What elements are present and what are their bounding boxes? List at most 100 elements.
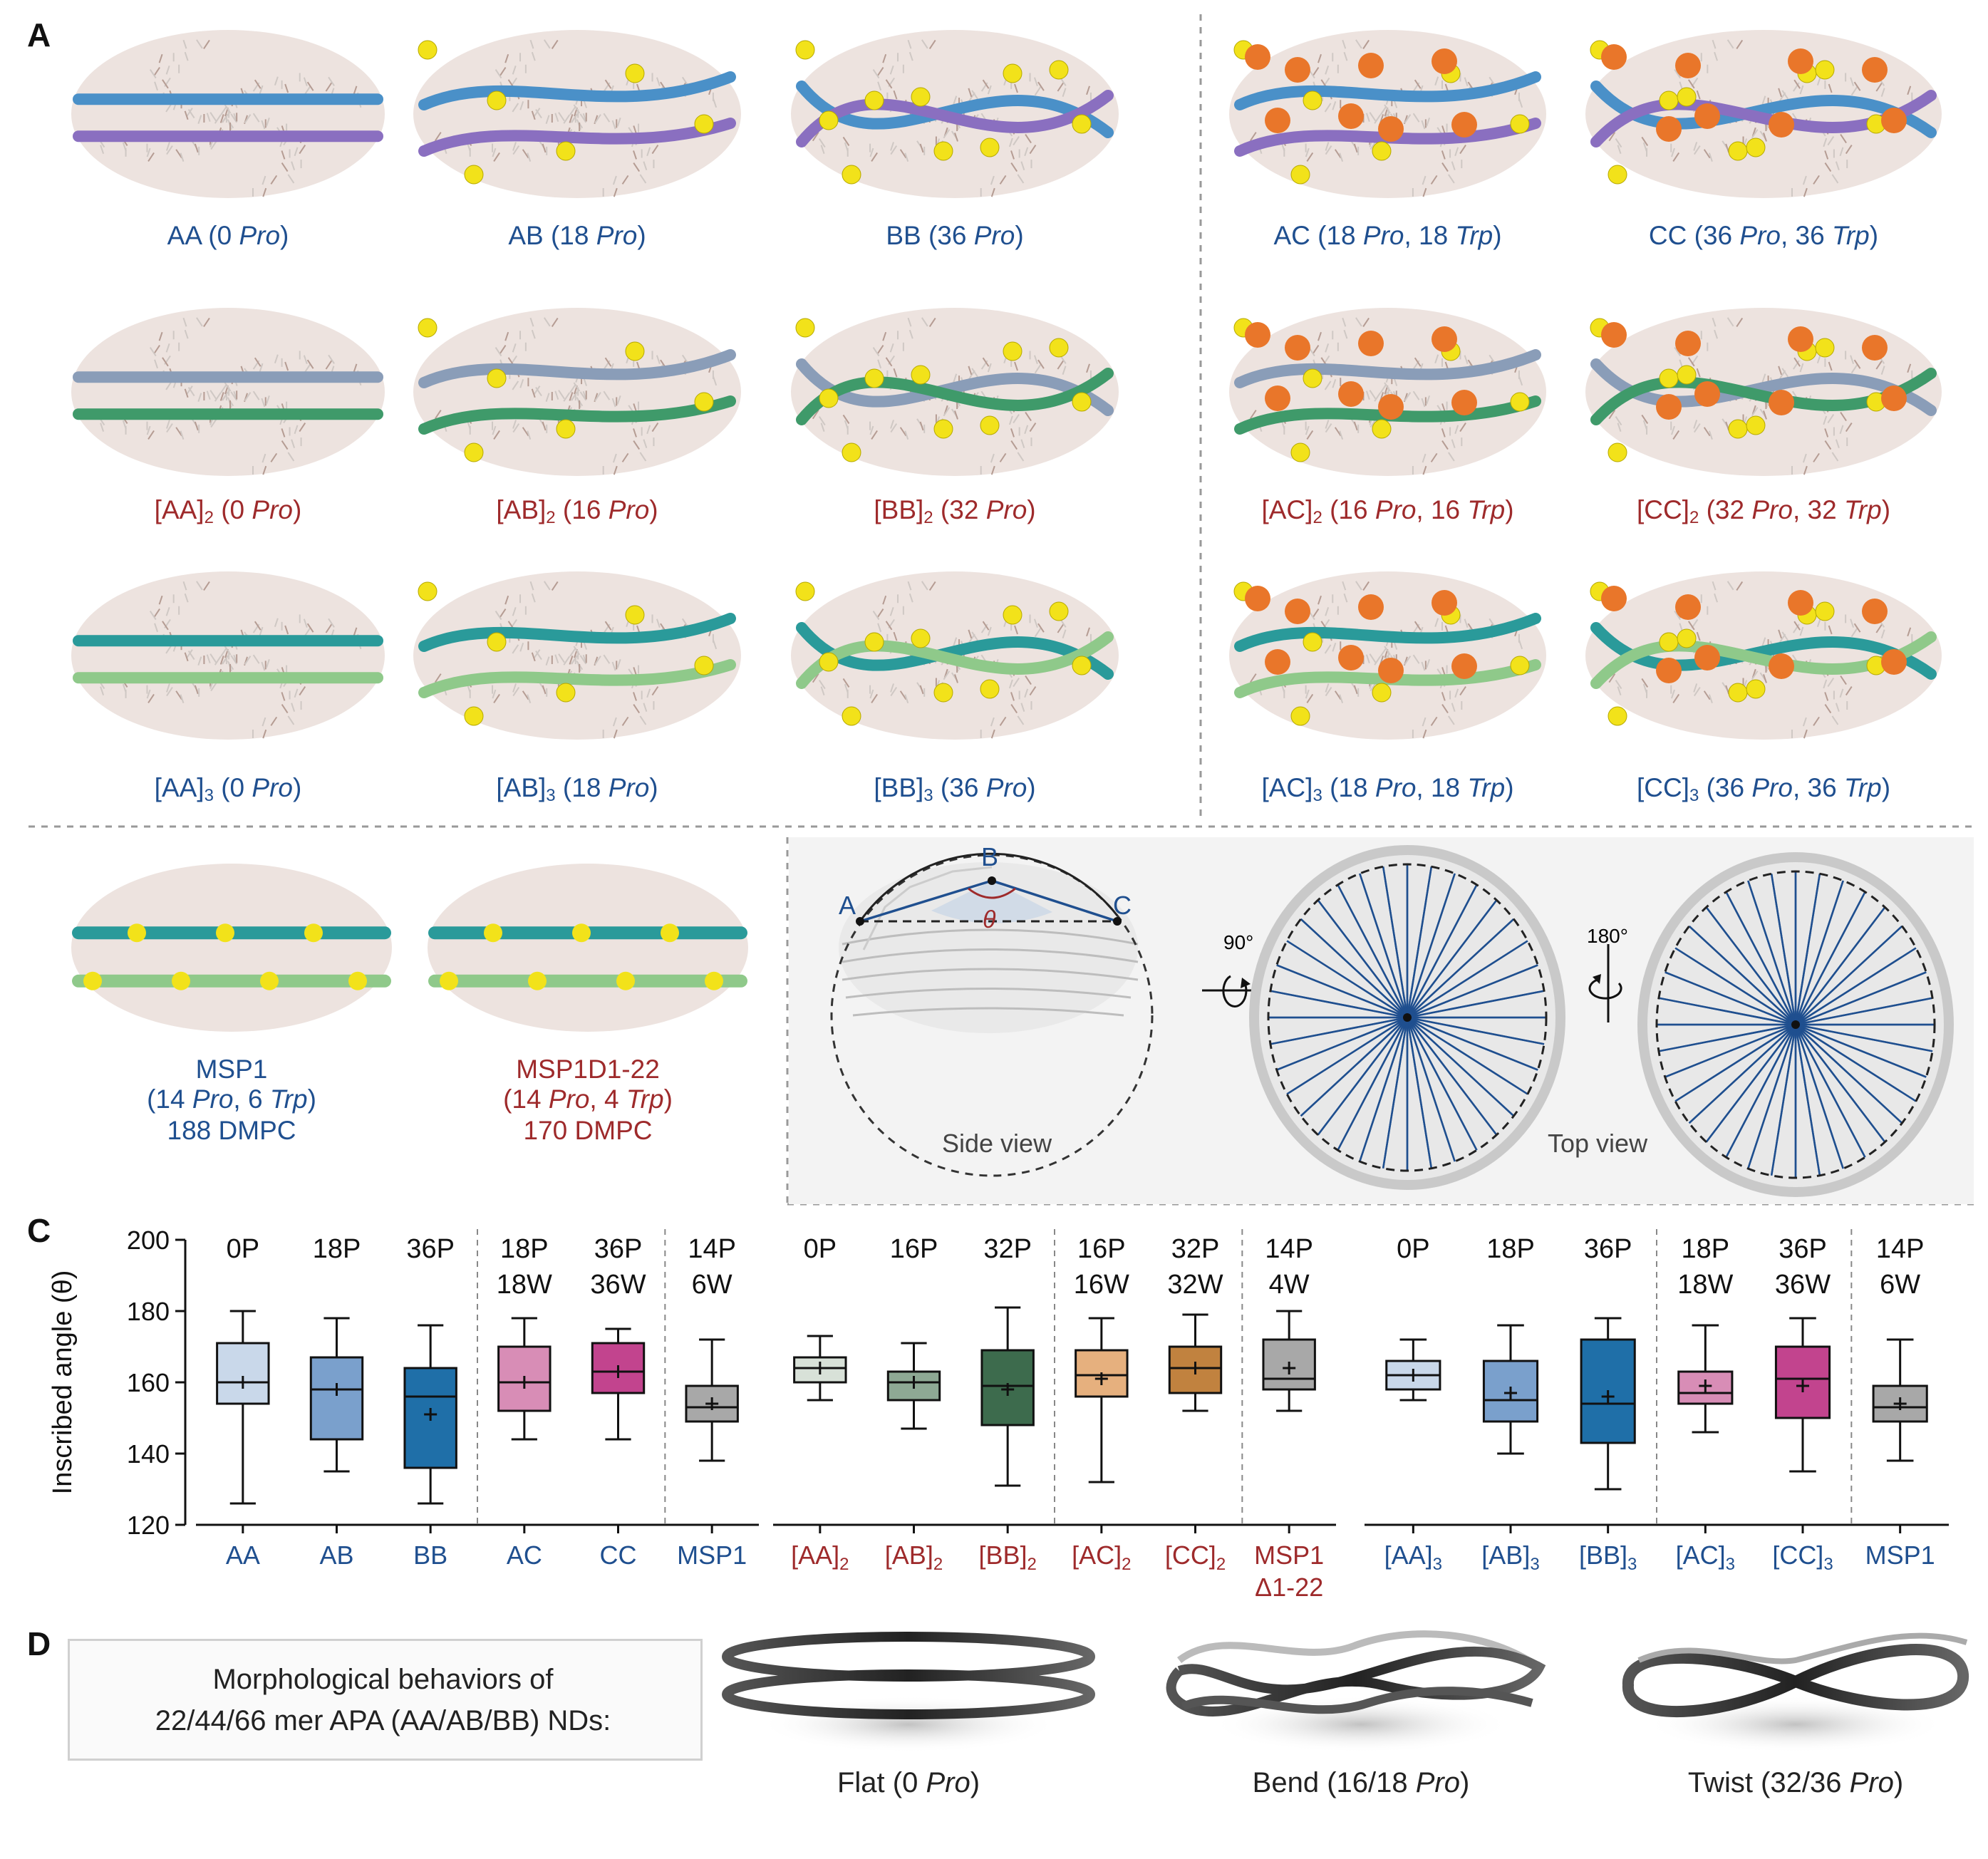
structure-name: [AC] — [1261, 495, 1313, 524]
bend-label: Bend (16/18 Pro) — [1253, 1767, 1470, 1798]
box-annotation: 36P — [594, 1234, 643, 1264]
box-AA — [216, 1342, 270, 1405]
nanodisc-render-7 — [413, 308, 741, 476]
nanodisc-render-4 — [1229, 30, 1546, 198]
structure-name: [AA] — [154, 773, 205, 802]
structure-subscript: 3 — [546, 786, 556, 805]
structure-detail: (36 Pro, 36 Trp) — [1687, 221, 1879, 250]
structure-detail: (18 Pro) — [555, 773, 658, 802]
structure-caption-8: [BB]2 (32 Pro) — [784, 495, 1126, 528]
x-tick-label: AC — [507, 1540, 542, 1570]
box-annotation: 18W — [497, 1270, 552, 1300]
x-tick-label: AB — [319, 1540, 353, 1570]
side-view-nanodisc — [830, 852, 1154, 1177]
y-tick-label: 180 — [127, 1297, 170, 1326]
flat-ring-icon — [722, 1632, 1095, 1753]
flat-label: Flat (0 Pro) — [837, 1767, 980, 1798]
box-annotation: 0P — [227, 1234, 259, 1264]
msp-caption-line1: MSP1 — [195, 1055, 268, 1084]
box-annotation: 18P — [313, 1234, 361, 1264]
y-tick-label: 120 — [127, 1511, 170, 1540]
structure-name: [CC] — [1636, 495, 1689, 524]
box-annotation: 18W — [1677, 1270, 1733, 1300]
box-annotation: 36W — [1775, 1270, 1831, 1300]
nanodisc-render-8 — [791, 308, 1119, 476]
structure-name: [AB] — [496, 495, 547, 524]
y-tick-label: 200 — [127, 1226, 170, 1255]
structure-caption-2: AB (18 Pro) — [406, 221, 748, 251]
structure-detail: (36 Pro) — [921, 221, 1024, 250]
x-tick-label: CC — [600, 1540, 637, 1570]
box-annotation: 6W — [1880, 1270, 1920, 1300]
box-annotation: 32P — [983, 1234, 1032, 1264]
structure-detail: (32 Pro) — [933, 495, 1036, 524]
x-tick-label: [CC]2 — [1165, 1540, 1226, 1574]
structure-detail: (0 Pro) — [213, 495, 302, 524]
rotate-180-label: 180° — [1587, 925, 1628, 947]
nanodisc-render-3 — [791, 30, 1119, 198]
structure-detail: (0 Pro) — [200, 221, 289, 250]
msp-render-1 — [71, 864, 392, 1032]
panel-label-d: D — [27, 1625, 51, 1662]
x-tick-label: MSP1 — [677, 1540, 747, 1570]
box-annotation: 18P — [1486, 1234, 1535, 1264]
structure-detail: (32 Pro, 32 Trp) — [1699, 495, 1891, 524]
y-tick-label: 140 — [127, 1439, 170, 1469]
box-annotation: 0P — [804, 1234, 837, 1264]
x-tick-label: [AA]3 — [1384, 1540, 1442, 1574]
nanodisc-render-12 — [413, 571, 741, 740]
structure-subscript: 2 — [1689, 508, 1699, 527]
box-annotation: 14P — [1265, 1234, 1313, 1264]
x-tick-label: [BB]2 — [978, 1540, 1036, 1574]
box-annotation: 4W — [1269, 1270, 1310, 1300]
structure-detail: (36 Pro, 36 Trp) — [1699, 773, 1891, 802]
structure-caption-5: CC (36 Pro, 36 Trp) — [1578, 221, 1949, 251]
structure-caption-1: AA (0 Pro) — [64, 221, 392, 251]
nanodisc-render-9 — [1229, 308, 1546, 476]
structure-detail: (0 Pro) — [213, 773, 302, 802]
structure-name: AC — [1273, 221, 1310, 250]
point-c-label: C — [1113, 891, 1132, 920]
box-annotation: 16P — [1077, 1234, 1126, 1264]
structure-caption-10: [CC]2 (32 Pro, 32 Trp) — [1578, 495, 1949, 528]
msp-caption-line3: 188 DMPC — [167, 1116, 296, 1145]
nanodisc-render-13 — [791, 571, 1119, 740]
nanodisc-render-1 — [71, 30, 385, 198]
structure-detail: (16 Pro) — [555, 495, 658, 524]
x-tick-label: AA — [226, 1540, 260, 1570]
x-tick-label: [AC]3 — [1676, 1540, 1735, 1574]
box-annotation: 36P — [1779, 1234, 1827, 1264]
panel-b-inscribed-angle-diagram: A B C θ Side view 90° 180° Top view — [830, 842, 1954, 1197]
x-tick-label: [AB]3 — [1481, 1540, 1539, 1574]
structure-caption-4: AC (18 Pro, 18 Trp) — [1222, 221, 1553, 251]
structure-detail: (18 Pro) — [543, 221, 646, 250]
structure-caption-11: [AA]3 (0 Pro) — [64, 773, 392, 806]
structure-subscript: 3 — [1313, 786, 1322, 805]
structure-subscript: 2 — [546, 508, 556, 527]
structure-name: [BB] — [874, 773, 924, 802]
y-tick-label: 160 — [127, 1368, 170, 1397]
msp-caption-line3: 170 DMPC — [523, 1116, 653, 1145]
structure-name: AB — [508, 221, 544, 250]
box-annotation: 18P — [1682, 1234, 1730, 1264]
structure-subscript: 2 — [923, 508, 933, 527]
x-tick-label-2: Δ1-22 — [1255, 1573, 1323, 1602]
top-view-nanodisc-1 — [1249, 845, 1565, 1190]
side-view-label: Side view — [942, 1129, 1052, 1158]
nanodisc-render-2 — [413, 30, 741, 198]
rotate-180-icon — [1588, 944, 1622, 1022]
structure-name: [AC] — [1261, 773, 1313, 802]
nanodisc-render-15 — [1585, 571, 1942, 740]
msp-render-2 — [428, 864, 748, 1032]
nanodisc-render-14 — [1229, 571, 1546, 740]
structure-detail: (36 Pro) — [933, 773, 1036, 802]
box-annotation: 0P — [1397, 1234, 1429, 1264]
x-tick-label: BB — [413, 1540, 447, 1570]
nanodisc-render-10 — [1585, 308, 1942, 476]
box-annotation: 18P — [500, 1234, 549, 1264]
structure-caption-12: [AB]3 (18 Pro) — [406, 773, 748, 806]
box-annotation: 32W — [1167, 1270, 1223, 1300]
structure-name: [CC] — [1636, 773, 1689, 802]
structure-caption-6: [AA]2 (0 Pro) — [64, 495, 392, 528]
